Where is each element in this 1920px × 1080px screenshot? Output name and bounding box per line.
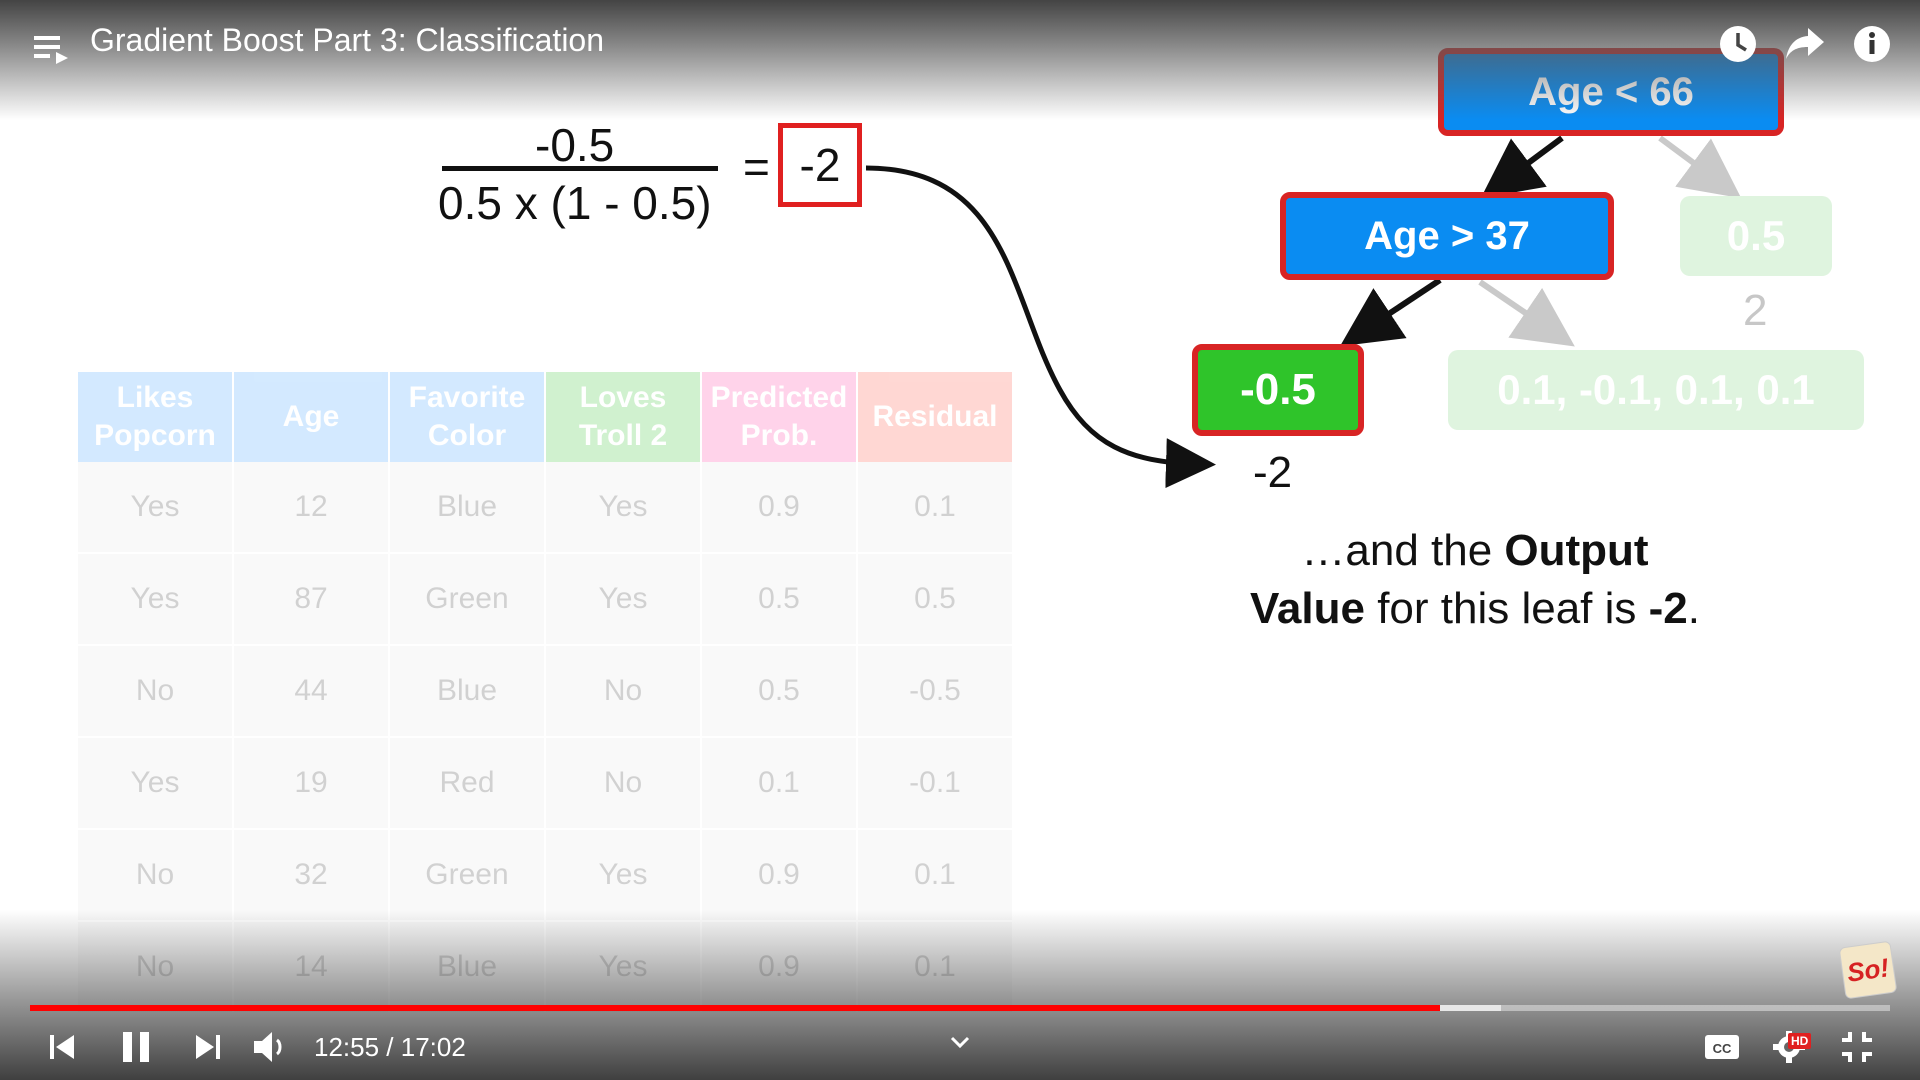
- svg-text:CC: CC: [1713, 1041, 1732, 1056]
- tree-leaf-highlight: -0.5: [1192, 344, 1364, 436]
- table-cell: Green: [390, 830, 544, 922]
- table-header-cell: Likes Popcorn: [78, 372, 232, 462]
- table-cell: Green: [390, 554, 544, 646]
- table-row: Yes 12 Blue Yes 0.9 0.1: [78, 462, 1012, 554]
- table-cell: 32: [234, 830, 388, 922]
- table-cell: Yes: [78, 554, 232, 646]
- table-header-cell: Residual: [858, 372, 1012, 462]
- previous-icon[interactable]: [48, 1032, 78, 1062]
- table-header-cell: Age: [234, 372, 388, 462]
- table-cell: Yes: [546, 462, 700, 554]
- arrow-root-left: [1480, 135, 1564, 199]
- table-cell: Red: [390, 738, 544, 830]
- table-cell: 0.5: [858, 554, 1012, 646]
- time-display: 12:55 / 17:02: [314, 1032, 466, 1062]
- header-line1: Loves: [579, 381, 667, 414]
- header-line2: Troll 2: [578, 419, 668, 452]
- header-line1: Age: [282, 400, 340, 433]
- arrow-root-right: [1658, 135, 1742, 199]
- table-cell: 87: [234, 554, 388, 646]
- table-cell: Yes: [546, 554, 700, 646]
- leaf-highlight-output: -2: [1253, 448, 1293, 497]
- table-cell: Yes: [546, 830, 700, 922]
- arrow-internal-left: [1339, 277, 1442, 347]
- pause-icon[interactable]: [120, 1030, 152, 1064]
- header-line2: Color: [427, 419, 507, 452]
- captions-icon[interactable]: CC: [1704, 1032, 1740, 1062]
- top-overlay: [0, 0, 1920, 120]
- table-row: No 44 Blue No 0.5 -0.5: [78, 646, 1012, 738]
- progress-bar[interactable]: [30, 1005, 1890, 1011]
- tree-leaf-right-root: 0.5: [1680, 196, 1832, 276]
- table-cell: No: [546, 738, 700, 830]
- table-cell: 44: [234, 646, 388, 738]
- table-cell: 0.1: [702, 738, 856, 830]
- table-cell: Blue: [390, 462, 544, 554]
- table-cell: No: [78, 646, 232, 738]
- table-cell: 0.9: [702, 462, 856, 554]
- table-cell: 0.1: [858, 830, 1012, 922]
- fraction-bar: [442, 166, 718, 171]
- chevron-down-icon[interactable]: [948, 1034, 972, 1050]
- table-row: Yes 87 Green Yes 0.5 0.5: [78, 554, 1012, 646]
- table-cell: -0.1: [858, 738, 1012, 830]
- header-line2: Prob.: [740, 419, 818, 452]
- playlist-icon[interactable]: [34, 34, 70, 64]
- table-header-cell: Loves Troll 2: [546, 372, 700, 462]
- header-line2: Popcorn: [94, 419, 216, 452]
- table-cell: 19: [234, 738, 388, 830]
- formula-numerator: -0.5: [535, 119, 615, 171]
- table-header-row: Likes Popcorn Age Favorite Color Loves Troll 2…: [78, 372, 1012, 462]
- exit-fullscreen-icon[interactable]: [1840, 1030, 1874, 1064]
- caption-bold3: -2: [1648, 584, 1688, 633]
- formula-denominator: 0.5 x (1 - 0.5): [438, 177, 712, 229]
- table-cell: No: [546, 646, 700, 738]
- volume-icon[interactable]: [252, 1030, 292, 1064]
- info-icon[interactable]: [1852, 24, 1892, 64]
- header-line1: Residual: [872, 400, 998, 433]
- caption-part3: .: [1687, 584, 1700, 633]
- table-cell: Yes: [78, 462, 232, 554]
- table-cell: 0.5: [702, 646, 856, 738]
- formula-result: -2: [778, 123, 862, 207]
- table-cell: Yes: [78, 738, 232, 830]
- clock-icon[interactable]: [1718, 24, 1758, 64]
- next-icon[interactable]: [192, 1032, 222, 1062]
- table-cell: 0.1: [858, 462, 1012, 554]
- bottom-overlay: [0, 910, 1920, 1080]
- header-line1: Predicted: [710, 381, 848, 414]
- table-row: No 32 Green Yes 0.9 0.1: [78, 830, 1012, 922]
- table-header-cell: Predicted Prob.: [702, 372, 856, 462]
- table-cell: Blue: [390, 646, 544, 738]
- table-cell: 0.5: [702, 554, 856, 646]
- formula-equals: =: [743, 141, 770, 193]
- table-cell: 12: [234, 462, 388, 554]
- table-header-cell: Favorite Color: [390, 372, 544, 462]
- header-line1: Likes: [116, 381, 194, 414]
- share-arrow-icon[interactable]: [1784, 26, 1826, 62]
- arrow-internal-right: [1478, 279, 1575, 347]
- hd-badge: HD: [1788, 1033, 1812, 1049]
- caption-part1: …and the: [1301, 526, 1505, 575]
- channel-logo[interactable]: So!: [1838, 940, 1898, 1000]
- caption-bold1: Output: [1504, 526, 1649, 575]
- table-cell: No: [78, 830, 232, 922]
- table-cell: 0.9: [702, 830, 856, 922]
- progress-played: [30, 1005, 1440, 1011]
- table-row: Yes 19 Red No 0.1 -0.1: [78, 738, 1012, 830]
- slide-caption: …and the Output Value for this leaf is -…: [1200, 522, 1750, 638]
- tree-internal-node: Age > 37: [1280, 192, 1614, 280]
- header-line1: Favorite: [408, 381, 526, 414]
- caption-part2: for this leaf is: [1364, 584, 1649, 633]
- tree-leaf-right-internal: 0.1, -0.1, 0.1, 0.1: [1448, 350, 1864, 430]
- caption-bold2: Value: [1250, 584, 1365, 633]
- video-title[interactable]: Gradient Boost Part 3: Classification: [90, 22, 605, 58]
- curved-arrow: [865, 165, 1216, 489]
- leaf-right-root-output: 2: [1743, 286, 1768, 335]
- table-cell: -0.5: [858, 646, 1012, 738]
